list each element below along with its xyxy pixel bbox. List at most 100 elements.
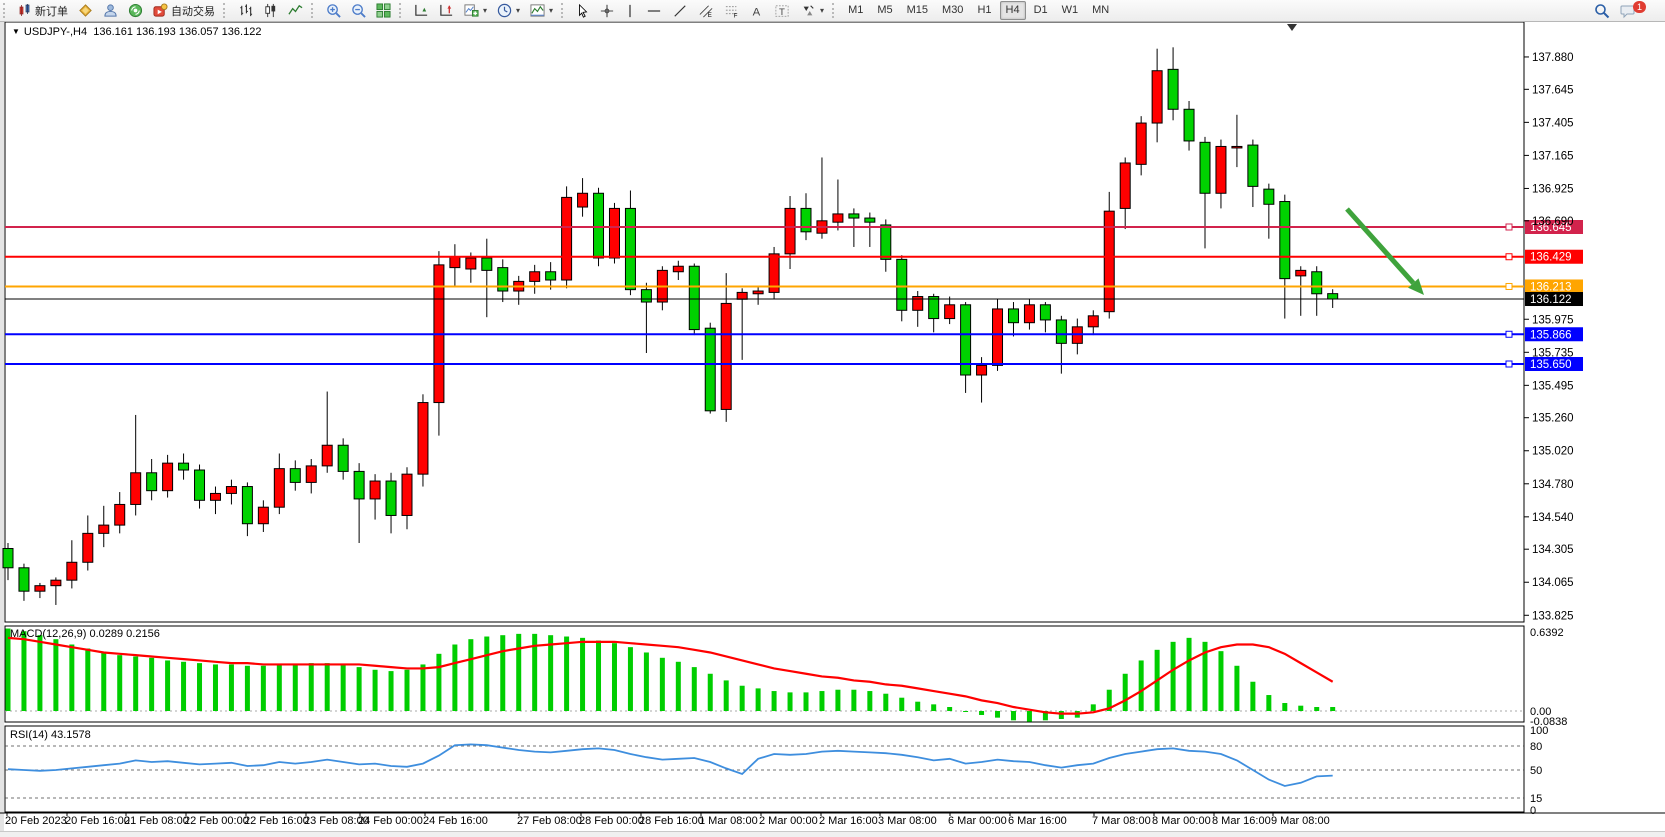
trend-arrow-head[interactable]	[1408, 278, 1424, 295]
zoom-in-button[interactable]	[321, 0, 346, 21]
bar-chart-type-button[interactable]	[233, 0, 258, 21]
timeframe-MN[interactable]: MN	[1092, 4, 1110, 16]
new-order-button[interactable]: 新订单	[13, 0, 73, 21]
text-tool-button[interactable]: A	[745, 0, 769, 21]
line-chart-icon	[288, 4, 303, 15]
candle-body	[1039, 304, 1051, 321]
macd-label: MACD(12,26,9) 0.0289 0.2156	[10, 628, 160, 640]
channel-tool-button[interactable]: E	[693, 0, 719, 21]
macd-bar	[197, 663, 203, 711]
timeframe-M15[interactable]: M15	[906, 4, 929, 16]
signal-button[interactable]	[123, 0, 148, 21]
arrows-tool-button[interactable]: ▾	[795, 0, 829, 21]
gold-icon	[79, 4, 92, 17]
x-axis-label: 2 Mar 00:00	[759, 815, 818, 827]
auto-trading-button[interactable]: 自动交易	[148, 0, 220, 21]
new-order-label: 新订单	[35, 5, 68, 18]
macd-bar	[117, 655, 123, 711]
timeframe-D1[interactable]: D1	[1033, 4, 1048, 16]
collapse-arrow-icon[interactable]: ▼	[12, 27, 20, 36]
macd-bar	[69, 644, 75, 711]
auto-scroll-button[interactable]	[409, 0, 434, 21]
macd-bar	[611, 643, 617, 711]
periods-button[interactable]: ▾	[492, 0, 525, 21]
profile-icon	[104, 4, 117, 17]
hline-handle[interactable]	[1505, 253, 1513, 261]
candle-body	[960, 304, 972, 376]
hline-handle[interactable]	[1505, 282, 1513, 290]
macd-bar	[468, 639, 474, 711]
templates-button[interactable]: ▾	[525, 0, 558, 21]
macd-bar	[212, 664, 218, 711]
vertical-line-tool-button[interactable]	[619, 0, 641, 21]
toolbar-grip	[223, 3, 230, 18]
candle-body	[18, 567, 30, 592]
macd-values: 0.0289 0.2156	[89, 628, 160, 640]
timeframe-H4[interactable]: H4	[999, 1, 1026, 20]
macd-bar	[771, 691, 777, 711]
price-tag-label: 136.213	[1530, 281, 1572, 293]
candle-body	[1199, 141, 1211, 194]
candle-body	[608, 207, 620, 259]
cursor-tool-button[interactable]	[571, 0, 595, 21]
candle-body	[146, 472, 158, 492]
price-axis-label: 134.305	[1532, 544, 1574, 556]
timeframe-M1[interactable]: M1	[848, 4, 864, 16]
macd-bar	[787, 692, 793, 711]
hline-handle[interactable]	[1505, 330, 1513, 338]
candle-body	[1103, 210, 1115, 313]
price-axis-label: 137.880	[1532, 52, 1574, 64]
candle-body	[1167, 68, 1179, 110]
candle-body	[465, 257, 477, 270]
zoom-out-button[interactable]	[346, 0, 371, 21]
macd-bar	[5, 628, 11, 711]
macd-bar	[356, 667, 362, 711]
timeframe-W1[interactable]: W1	[1061, 4, 1079, 16]
macd-bar	[691, 667, 697, 711]
chart-shift-marker[interactable]	[1287, 24, 1297, 31]
chart-shift-button[interactable]	[434, 0, 459, 21]
profile-button[interactable]	[98, 0, 123, 21]
x-axis-label: 24 Feb 00:00	[358, 815, 423, 827]
macd-bar	[181, 661, 187, 711]
text-label-tool-button[interactable]: T	[769, 0, 795, 21]
candle-body	[273, 468, 285, 508]
notifications-button[interactable]: 1	[1615, 0, 1657, 21]
tile-windows-button[interactable]	[371, 0, 396, 21]
fibonacci-tool-button[interactable]: F	[719, 0, 745, 21]
crosshair-tool-button[interactable]	[595, 0, 619, 21]
hline-handle[interactable]	[1505, 223, 1513, 231]
candle-body	[928, 296, 940, 320]
gold-chart-button[interactable]	[73, 0, 98, 21]
candlestick-icon	[265, 3, 276, 18]
timeframe-H1[interactable]: H1	[977, 4, 992, 16]
rsi-line	[7, 743, 1333, 787]
macd-bar	[707, 673, 713, 711]
horizontal-line-tool-button[interactable]	[641, 0, 667, 21]
x-axis-label: 20 Feb 16:00	[65, 815, 130, 827]
price-axis-label: 134.065	[1532, 577, 1574, 589]
price-tag-label: 135.650	[1530, 359, 1572, 371]
search-button[interactable]	[1589, 0, 1615, 21]
hline-handle[interactable]	[1505, 360, 1513, 368]
auto-trading-icon	[153, 3, 168, 17]
dropdown-caret-icon: ▾	[549, 6, 554, 15]
candle-body	[1151, 70, 1163, 124]
dropdown-caret-icon: ▾	[820, 6, 825, 15]
macd-bar	[627, 647, 633, 711]
trendline-tool-button[interactable]	[667, 0, 693, 21]
candle-body	[225, 486, 237, 494]
timeframe-M30[interactable]: M30	[942, 4, 964, 16]
candle-body	[768, 253, 780, 293]
candlestick-type-button[interactable]	[258, 0, 283, 21]
macd-bar	[1282, 703, 1288, 711]
search-icon	[1595, 3, 1610, 18]
trend-arrow[interactable]	[1345, 207, 1416, 285]
price-axis-label: 135.020	[1532, 446, 1574, 458]
candle-body	[162, 462, 174, 492]
candle-body	[337, 444, 349, 472]
line-chart-type-button[interactable]	[283, 0, 308, 21]
indicators-button[interactable]: ▾	[459, 0, 492, 21]
timeframe-M5[interactable]: M5	[877, 4, 893, 16]
